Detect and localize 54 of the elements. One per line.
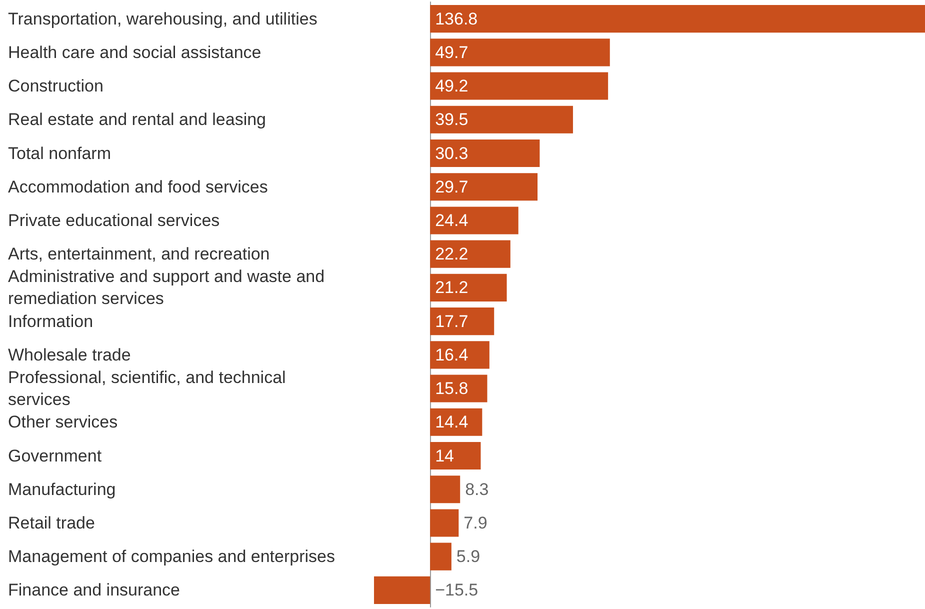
- bar: [430, 38, 610, 66]
- y-tick-label: Retail trade: [8, 513, 95, 532]
- data-label: 15.8: [435, 379, 468, 398]
- bar: [430, 341, 490, 369]
- y-tick-label: Finance and insurance: [8, 580, 180, 600]
- y-tick-label: Other services: [8, 412, 118, 432]
- bar: [430, 139, 540, 168]
- bar: [430, 542, 452, 570]
- bar: [430, 106, 573, 134]
- data-label: 16.4: [435, 345, 468, 364]
- data-label: 17.7: [435, 312, 468, 331]
- data-label: 29.7: [435, 177, 468, 196]
- y-tick-label: Transportation, warehousing, and utilities: [8, 9, 318, 28]
- data-label: 49.2: [435, 76, 468, 96]
- data-label: 7.9: [464, 513, 488, 532]
- y-tick-label: Information: [8, 312, 94, 331]
- bar: [430, 408, 482, 436]
- data-label: 39.5: [435, 110, 468, 130]
- bar: [430, 374, 488, 402]
- data-label: −15.5: [435, 580, 478, 600]
- y-tick-label: Accommodation and food services: [8, 177, 268, 196]
- bar: [430, 442, 481, 470]
- bar: [430, 206, 518, 234]
- data-label: 14: [435, 446, 454, 466]
- data-label: 5.9: [456, 547, 480, 566]
- y-tick-label: Management of companies and enterprises: [8, 547, 335, 566]
- y-tick-label: Total nonfarm: [8, 144, 111, 163]
- y-tick-label: Real estate and rental and leasing: [8, 110, 266, 130]
- bar: [430, 274, 507, 302]
- bar: [430, 476, 460, 504]
- y-tick-label: Private educational services: [8, 210, 220, 230]
- bar: [430, 509, 459, 537]
- data-label: 49.7: [435, 42, 468, 62]
- y-tick-label: Wholesale trade: [8, 345, 131, 364]
- bar: [430, 240, 510, 268]
- data-label: 21.2: [435, 278, 468, 298]
- y-tick-label: Administrative and support and waste and remediation services: [8, 267, 330, 308]
- y-tick-label: Arts, entertainment, and recreation: [8, 244, 270, 264]
- data-label: 30.3: [435, 144, 468, 163]
- bar: [430, 308, 494, 336]
- bar: [430, 72, 608, 100]
- data-label: 22.2: [435, 244, 468, 264]
- data-label: 8.3: [465, 480, 489, 499]
- data-label: 136.8: [435, 9, 478, 28]
- data-label: 24.4: [435, 210, 468, 230]
- y-tick-label: Professional, scientific, and technical services: [8, 368, 291, 410]
- bar: [374, 576, 430, 604]
- y-tick-label: Health care and social assistance: [8, 42, 262, 62]
- y-tick-label: Government: [8, 446, 102, 466]
- bar: [430, 5, 925, 33]
- y-tick-label: Manufacturing: [8, 480, 116, 499]
- y-tick-label: Construction: [8, 76, 104, 96]
- data-label: 14.4: [435, 412, 468, 432]
- bar: [430, 173, 538, 201]
